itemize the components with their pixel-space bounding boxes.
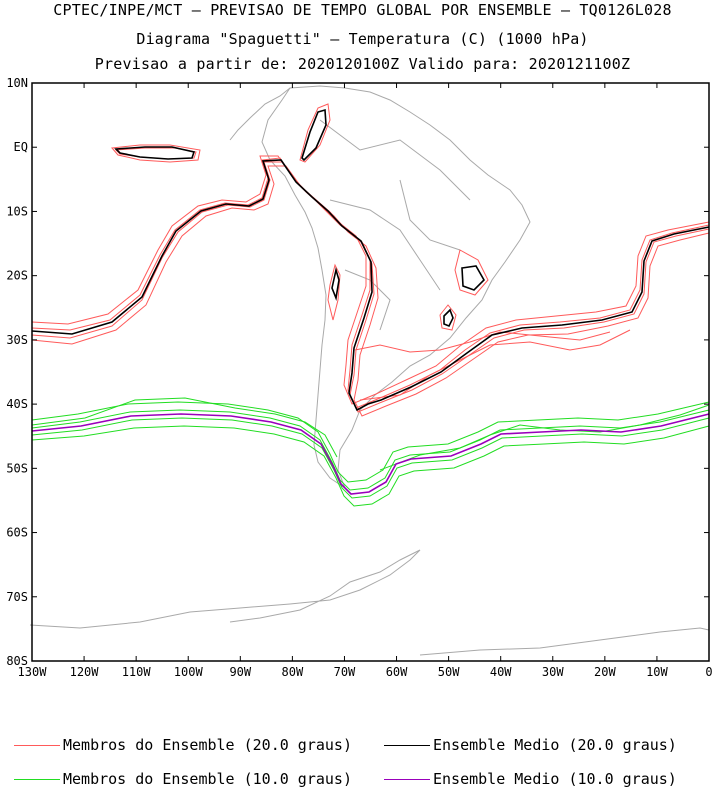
antarctica-coastline	[29, 549, 421, 629]
lon-tick-label: 20W	[594, 665, 616, 679]
lon-tick-label: 80W	[282, 665, 304, 679]
lon-tick-label: 110W	[122, 665, 152, 679]
lon-tick-label: 100W	[174, 665, 204, 679]
country-border	[344, 269, 391, 331]
central-america-coastline	[229, 87, 291, 141]
legend-mean-10: Ensemble Medio (10.0 graus)	[384, 770, 677, 788]
legend-members-20: Membros do Ensemble (20.0 graus)	[14, 736, 352, 754]
legend-members-10: Membros do Ensemble (10.0 graus)	[14, 770, 352, 788]
lat-tick-label: EQ	[14, 140, 28, 154]
lon-tick-label: 90W	[229, 665, 251, 679]
legend-mean-20-label: Ensemble Medio (20.0 graus)	[433, 736, 677, 754]
lon-tick-label: 130W	[18, 665, 48, 679]
lat-tick-label: 70S	[6, 590, 28, 604]
lon-tick-label: 70W	[334, 665, 356, 679]
map-frame	[31, 82, 710, 662]
lon-tick-label: 50W	[438, 665, 460, 679]
country-border	[319, 119, 471, 201]
legend-members-20-swatch	[14, 744, 60, 746]
lat-tick-label: 30S	[6, 333, 28, 347]
legend-members-20-label: Membros do Ensemble (20.0 graus)	[63, 736, 352, 754]
south-america-coastline	[261, 85, 531, 490]
coastlines	[29, 85, 710, 656]
spaghetti-map: 10N EQ 10S 20S 30S 40S 50S 60S 70S 80S 130W 120W 11…	[6, 76, 713, 679]
lat-tick-label: 10N	[6, 76, 28, 90]
lat-tick-label: 40S	[6, 397, 28, 411]
lon-tick-label: 120W	[70, 665, 100, 679]
legend-mean-20: Ensemble Medio (20.0 graus)	[384, 736, 677, 754]
lon-tick-label: 0	[705, 665, 712, 679]
legend-mean-10-swatch	[384, 778, 430, 780]
legend-mean-10-label: Ensemble Medio (10.0 graus)	[433, 770, 677, 788]
lat-tick-label: 60S	[6, 526, 28, 540]
antarctica-coastline	[419, 627, 710, 656]
country-border	[329, 199, 441, 291]
mean-10-line	[31, 413, 710, 495]
lon-tick-label: 40W	[490, 665, 512, 679]
lat-tick-label: 50S	[6, 461, 28, 475]
lat-tick-label: 10S	[6, 204, 28, 218]
legend-members-10-label: Membros do Ensemble (10.0 graus)	[63, 770, 352, 788]
lat-tick-label: 20S	[6, 269, 28, 283]
legend-mean-20-swatch	[384, 744, 430, 746]
lat-tick-label: 80S	[6, 654, 28, 668]
chart-title-line2: Diagrama "Spaguetti" – Temperatura (C) (…	[136, 30, 589, 48]
country-border	[399, 179, 461, 251]
chart-title-line1: CPTEC/INPE/MCT – PREVISAO DE TEMPO GLOBA…	[53, 1, 672, 19]
lat-axis: 10N EQ 10S 20S 30S 40S 50S 60S 70S 80S	[6, 76, 709, 668]
lon-tick-label: 60W	[386, 665, 408, 679]
lon-tick-label: 30W	[542, 665, 564, 679]
legend-members-10-swatch	[14, 778, 60, 780]
chart-title-line3: Previsao a partir de: 2020120100Z Valido…	[94, 55, 631, 73]
members-10-lines	[31, 397, 710, 507]
lon-tick-label: 10W	[646, 665, 668, 679]
lon-axis: 130W 120W 110W 100W 90W 80W 70W 60W 50W 40W 30W 20W…	[18, 83, 713, 679]
mean-20-line	[31, 108, 710, 412]
